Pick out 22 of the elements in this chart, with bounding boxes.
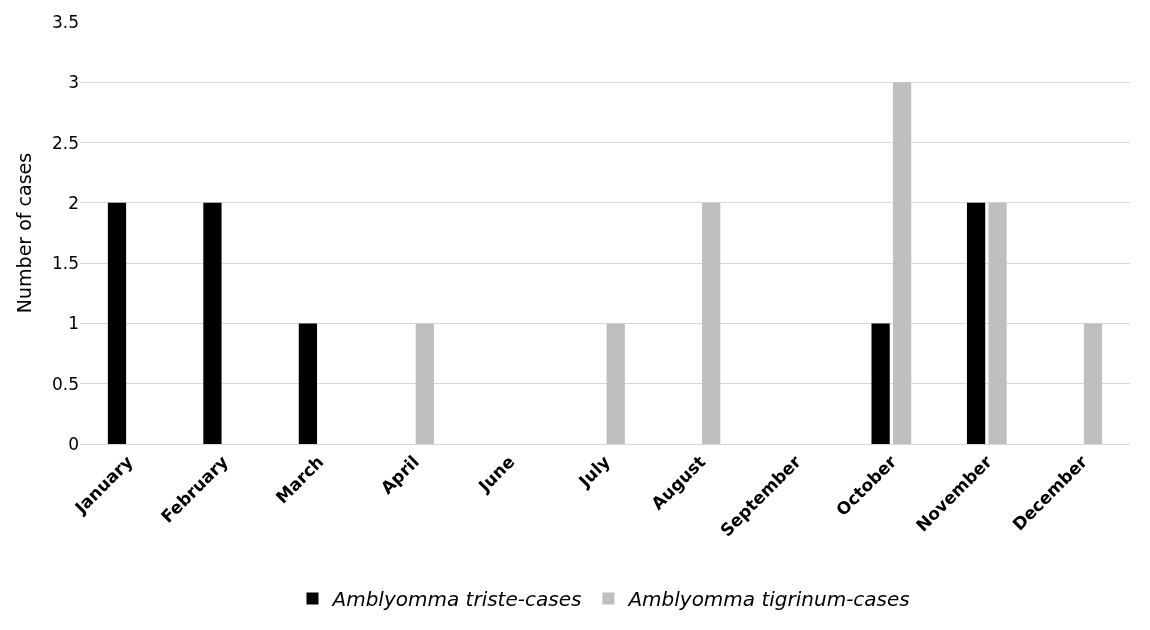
bar (203, 202, 222, 444)
bar (871, 323, 890, 444)
y-tick-label: 1.5 (51, 253, 79, 274)
bar (702, 202, 721, 444)
bar (892, 82, 912, 444)
bar (606, 323, 625, 444)
bar (298, 323, 318, 444)
bar (415, 323, 434, 444)
y-tick-label: 0 (68, 433, 79, 454)
legend-label: Amblyomma tigrinum-cases (626, 587, 910, 612)
bar (107, 202, 127, 444)
y-tick-label: 3 (68, 72, 79, 93)
y-tick-label: 1 (68, 313, 79, 334)
y-tick-label: 0.5 (51, 373, 79, 394)
y-tick-label: 2.5 (51, 132, 79, 153)
bar (966, 202, 986, 444)
legend-label: Amblyomma triste-cases (330, 587, 582, 612)
bar (988, 202, 1007, 444)
y-tick-label: 2 (68, 192, 79, 213)
y-axis-title: Number of cases (12, 152, 35, 314)
bar (1083, 323, 1103, 444)
y-tick-label: 3.5 (51, 11, 79, 32)
